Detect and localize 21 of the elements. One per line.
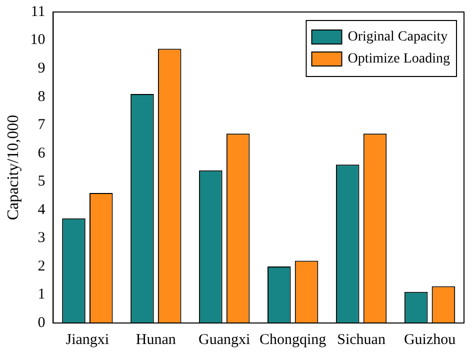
x-tick-label: Hunan	[136, 332, 176, 348]
y-tick-label: 0	[38, 314, 46, 331]
y-axis-title: Capacity/10,000	[4, 114, 22, 220]
x-tick-label: Guizhou	[404, 332, 456, 348]
legend-label: Original Capacity	[348, 30, 448, 45]
x-tick-label: Jiangxi	[66, 332, 110, 348]
y-tick-label: 2	[38, 258, 46, 274]
y-tick-label: 3	[38, 230, 46, 246]
y-tick-label: 8	[38, 88, 46, 105]
y-tick-label: 1	[38, 286, 46, 303]
x-tick-label: Chongqing	[259, 332, 327, 348]
legend-label: Optimize Loading	[348, 52, 450, 67]
x-tick-label: Guangxi	[198, 332, 250, 348]
y-tick-label: 10	[30, 32, 46, 48]
y-tick-label: 7	[38, 117, 46, 134]
y-tick-label: 6	[38, 145, 46, 162]
y-tick-label: 4	[38, 202, 46, 218]
y-tick-label: 5	[38, 174, 46, 190]
y-tick-label: 11	[30, 4, 46, 20]
x-tick-label: Sichuan	[337, 332, 386, 348]
y-tick-label: 9	[38, 60, 46, 76]
